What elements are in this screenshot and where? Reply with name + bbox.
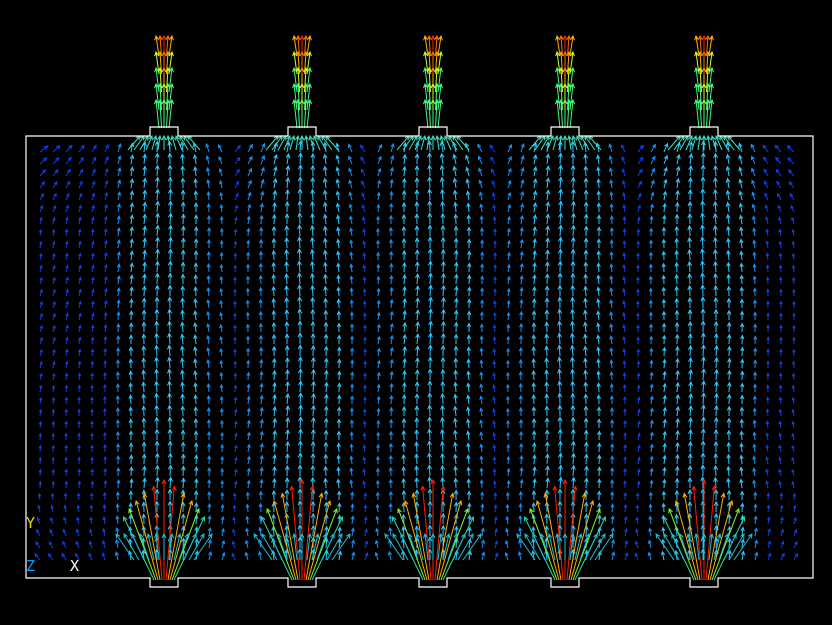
triad-x-label: X — [70, 557, 79, 575]
vector-field — [34, 34, 799, 581]
domain-outline — [25, 126, 814, 588]
velocity-vectors — [154, 50, 714, 110]
velocity-vectors — [157, 34, 711, 74]
triad-z-label: Z — [26, 557, 35, 575]
velocity-vectors — [134, 34, 734, 581]
velocity-vectors — [128, 139, 746, 561]
velocity-vectors — [114, 142, 759, 561]
velocity-vectors — [151, 34, 717, 581]
velocity-vectors — [34, 143, 799, 561]
velocity-vectors — [153, 66, 715, 129]
velocity-vectors — [115, 532, 753, 561]
velocity-vectors — [128, 507, 740, 581]
triad-y-label: Y — [26, 514, 35, 532]
